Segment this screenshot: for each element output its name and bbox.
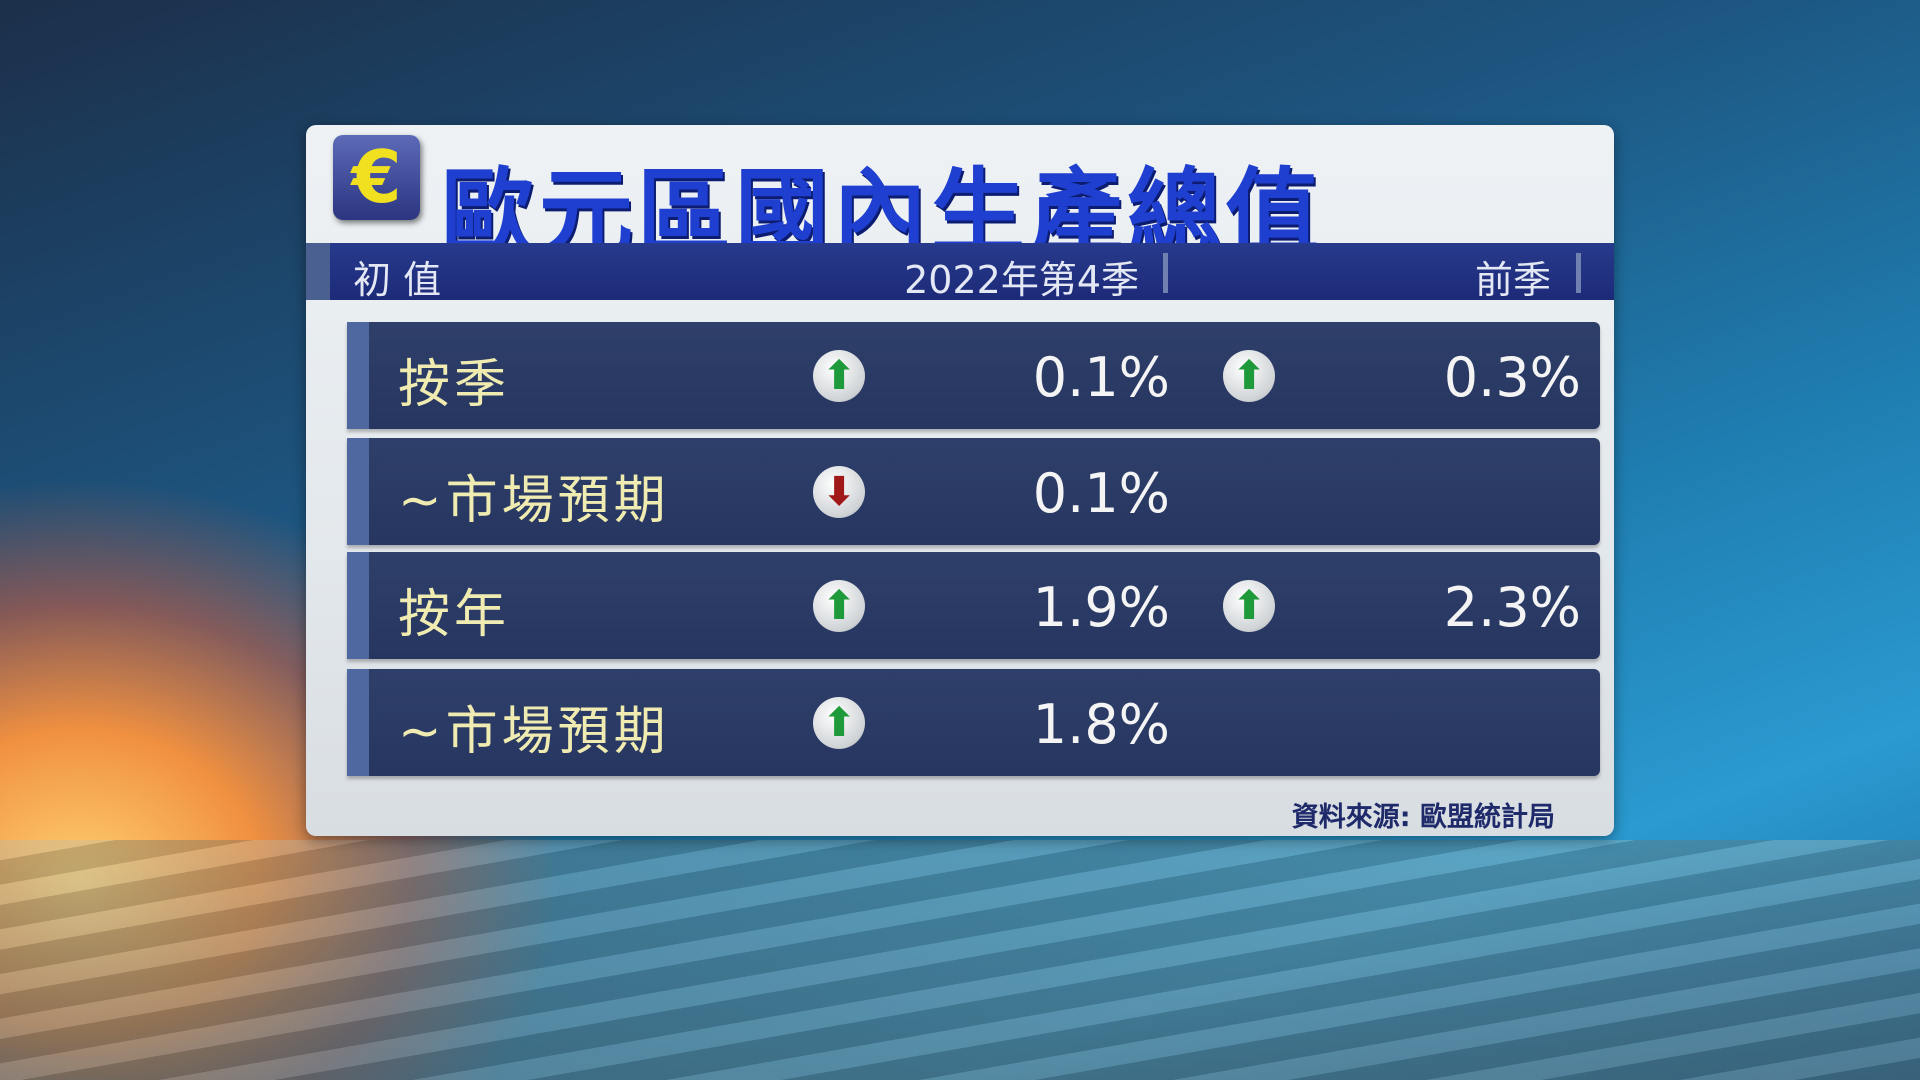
table-row: ~市場預期 ⬇ 0.1% — [347, 438, 1600, 545]
table-row: 按季 ⬆ 0.1% ⬆ 0.3% — [347, 322, 1600, 429]
header-preliminary: 初 值 — [353, 258, 442, 302]
arrow-down-icon: ⬇ — [813, 466, 865, 518]
header-divider — [1163, 253, 1168, 293]
current-value: 0.1% — [1032, 346, 1170, 409]
previous-value: 2.3% — [1443, 576, 1581, 639]
current-value: 1.9% — [1032, 576, 1170, 639]
background-floor — [0, 840, 1920, 1080]
euro-icon: € — [333, 135, 420, 220]
source-note: 資料來源: 歐盟統計局 — [1291, 802, 1555, 833]
arrow-up-icon: ⬆ — [813, 350, 865, 402]
row-label: ~市場預期 — [398, 471, 670, 531]
current-value: 1.8% — [1032, 693, 1170, 756]
previous-value: 0.3% — [1443, 346, 1581, 409]
current-value: 0.1% — [1032, 462, 1170, 525]
arrow-up-icon: ⬆ — [813, 697, 865, 749]
row-label: 按季 — [398, 355, 511, 415]
row-label: 按年 — [398, 585, 511, 645]
arrow-up-icon: ⬆ — [813, 580, 865, 632]
arrow-up-icon: ⬆ — [1223, 350, 1275, 402]
table-row: ~市場預期 ⬆ 1.8% — [347, 669, 1600, 776]
table-row: 按年 ⬆ 1.9% ⬆ 2.3% — [347, 552, 1600, 659]
table-header: 初 值 2022年第4季 前季 — [306, 243, 1614, 302]
arrow-up-icon: ⬆ — [1223, 580, 1275, 632]
gdp-panel: € 歐元區國內生產總值 初 值 2022年第4季 前季 按季 ⬆ 0.1% ⬆ 0… — [306, 125, 1614, 836]
header-current-quarter: 2022年第4季 — [904, 258, 1139, 302]
row-label: ~市場預期 — [398, 702, 670, 762]
header-divider — [1576, 253, 1581, 293]
header-previous-quarter: 前季 — [1474, 258, 1551, 302]
